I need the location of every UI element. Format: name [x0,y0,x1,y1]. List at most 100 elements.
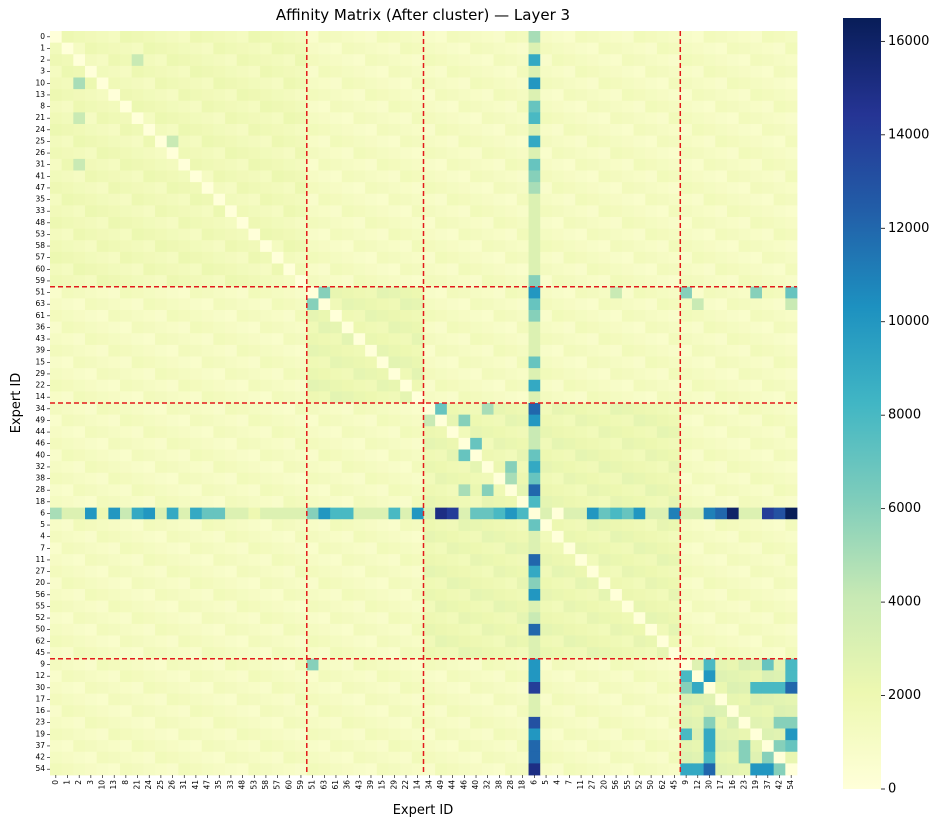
heatmap-cell [610,321,623,334]
heatmap-cell [353,263,366,276]
heatmap-cell [726,42,740,55]
heatmap-cell [155,623,168,636]
heatmap-cell [738,461,751,474]
heatmap-cell [213,310,226,323]
heatmap-cell [283,333,296,346]
heatmap-cell [481,158,494,171]
heatmap-cell [166,647,179,660]
heatmap-cell [528,368,541,381]
heatmap-cell [155,530,168,543]
heatmap-cell [155,170,168,183]
heatmap-cell [365,716,378,729]
heatmap-cell [435,344,448,357]
heatmap-cell [61,275,74,288]
heatmap-cell [505,321,518,334]
heatmap-cell [493,65,506,78]
heatmap-cell [411,158,424,171]
heatmap-cell [400,658,413,671]
heatmap-cell [551,182,564,195]
heatmap-cell [726,589,740,602]
heatmap-cell [563,623,576,636]
heatmap-cell [73,182,86,195]
heatmap-cell [85,391,98,404]
heatmap-cell [411,344,424,357]
heatmap-cell [271,112,284,125]
heatmap-cell [131,228,144,241]
heatmap-cell [73,298,86,311]
heatmap-cell [703,589,716,602]
heatmap-cell [435,426,448,439]
heatmap-cell [108,344,121,357]
heatmap-cell [376,484,389,497]
heatmap-cell [318,368,331,381]
heatmap-cell [446,658,459,671]
heatmap-cell [633,42,646,55]
heatmap-cell [435,251,448,264]
heatmap-cell [691,414,705,427]
heatmap-cell [691,54,705,67]
colorbar-tick-label: 16000 [888,34,929,49]
heatmap-cell [750,112,763,125]
x-tick-label: 8 [121,780,130,785]
heatmap-cell [85,682,98,695]
heatmap-cell [411,286,424,299]
heatmap-cell [785,496,798,509]
heatmap-cell [528,310,541,323]
x-tick-label: 6 [529,780,538,785]
heatmap-cell [108,484,121,497]
heatmap-cell [96,751,109,764]
heatmap-cell [528,658,541,671]
heatmap-cell [271,89,284,102]
heatmap-cell [295,693,308,706]
heatmap-cell [738,42,751,55]
heatmap-cell [668,356,681,369]
heatmap-cell [400,600,413,613]
heatmap-cell [190,182,203,195]
heatmap-cell [470,77,483,90]
heatmap-cell [388,310,401,323]
heatmap-cell [260,391,273,404]
heatmap-cell [505,310,518,323]
heatmap-cell [738,170,751,183]
heatmap-cell [155,89,168,102]
heatmap-cell [691,77,705,90]
heatmap-cell [96,170,109,183]
heatmap-cell [481,472,494,485]
heatmap-cell [108,240,121,253]
heatmap-cell [225,182,238,195]
heatmap-cell [575,403,588,416]
heatmap-cell [540,763,553,776]
heatmap-cell [341,65,354,78]
heatmap-cell [435,484,448,497]
heatmap-cell [341,472,354,485]
heatmap-cell [645,205,658,218]
heatmap-cell [680,65,693,78]
heatmap-cell [353,705,366,718]
heatmap-cell [516,333,529,346]
heatmap-cell [108,217,121,230]
heatmap-cell [563,449,576,462]
heatmap-cell [108,42,121,55]
heatmap-cell [166,623,179,636]
heatmap-cell [306,740,319,753]
heatmap-cell [610,670,623,683]
heatmap-cell [248,158,261,171]
heatmap-cell [703,193,716,206]
heatmap-cell [283,228,296,241]
y-tick-label: 56 [35,590,45,599]
heatmap-cell [586,647,599,660]
heatmap-cell [493,496,506,509]
heatmap-cell [680,658,693,671]
heatmap-cell [668,426,681,439]
heatmap-cell [540,251,553,264]
heatmap-cell [131,77,144,90]
heatmap-cell [318,356,331,369]
heatmap-cell [411,519,424,532]
heatmap-cell [260,519,273,532]
heatmap-cell [61,89,74,102]
heatmap-cell [715,472,728,485]
heatmap-cell [773,54,786,67]
heatmap-cell [586,728,599,741]
heatmap-cell [726,542,740,555]
heatmap-cell [330,228,343,241]
